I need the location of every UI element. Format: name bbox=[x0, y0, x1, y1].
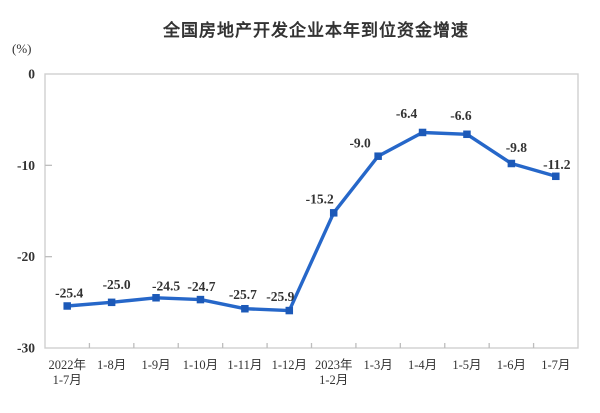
data-point-label: -9.8 bbox=[506, 140, 528, 155]
data-point-marker bbox=[63, 302, 71, 310]
x-tick-label: 1-5月 bbox=[452, 358, 481, 372]
x-tick-label: 1-6月 bbox=[497, 358, 526, 372]
data-point-label: -25.0 bbox=[103, 277, 131, 292]
x-tick-label: 2022年 1-7月 bbox=[48, 358, 86, 387]
data-point-label: -6.6 bbox=[450, 108, 472, 123]
data-point-label: -25.9 bbox=[266, 289, 294, 304]
y-tick-label: 0 bbox=[28, 67, 35, 82]
data-point-marker bbox=[329, 209, 338, 217]
y-tick-label: -30 bbox=[17, 341, 35, 356]
data-point-marker bbox=[241, 304, 249, 313]
data-point-label: -25.4 bbox=[55, 285, 83, 300]
data-point-marker bbox=[463, 130, 471, 139]
series-line bbox=[65, 130, 558, 313]
data-point-marker bbox=[152, 294, 160, 302]
data-point-marker bbox=[196, 295, 205, 304]
x-tick-label: 1-12月 bbox=[272, 358, 307, 372]
y-axis-unit-label: (%) bbox=[12, 41, 32, 56]
x-tick-label: 1-9月 bbox=[141, 358, 170, 372]
data-point-label: -24.7 bbox=[187, 279, 215, 294]
x-tick-label: 1-7月 bbox=[541, 358, 570, 372]
x-tick-label: 1-8月 bbox=[97, 358, 126, 372]
x-tick-label: 1-3月 bbox=[364, 358, 393, 372]
x-tick-label: 2023年 1-2月 bbox=[315, 358, 353, 387]
x-tick-label: 1-10月 bbox=[183, 358, 218, 372]
data-point-marker bbox=[107, 298, 116, 307]
data-point-label: -11.2 bbox=[543, 157, 571, 172]
data-point-marker bbox=[552, 172, 560, 181]
y-tick-label: -20 bbox=[17, 249, 35, 264]
data-point-label: -24.5 bbox=[152, 278, 180, 293]
data-point-label: -15.2 bbox=[306, 191, 334, 206]
data-point-label: -6.4 bbox=[396, 106, 418, 121]
plot-border bbox=[44, 73, 579, 349]
chart-title: 全国房地产开发企业本年到位资金增速 bbox=[163, 21, 469, 40]
x-tick-label: 1-11月 bbox=[227, 358, 262, 372]
y-tick-label: -10 bbox=[17, 158, 35, 173]
data-point-marker bbox=[418, 128, 427, 137]
data-point-label: -9.0 bbox=[349, 136, 371, 151]
data-point-marker bbox=[285, 306, 294, 315]
x-tick-label: 1-4月 bbox=[408, 358, 437, 372]
data-point-label: -25.7 bbox=[229, 287, 257, 302]
data-point-marker bbox=[507, 159, 516, 168]
data-point-marker bbox=[374, 152, 382, 160]
